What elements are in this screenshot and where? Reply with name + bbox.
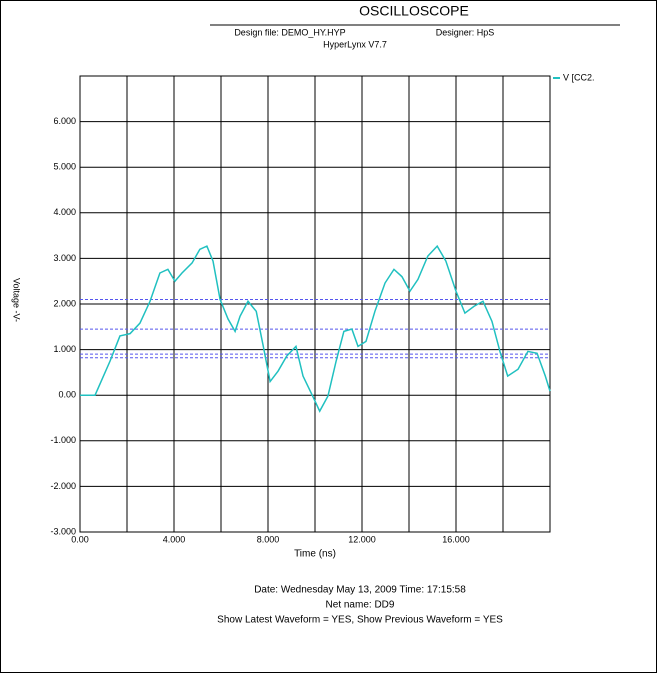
designer: Designer: HpS xyxy=(436,27,495,37)
y-tick-label: -1.000 xyxy=(50,435,76,445)
software: HyperLynx V7.7 xyxy=(323,39,387,49)
y-tick-label: 5.000 xyxy=(53,162,76,172)
chart-title: OSCILLOSCOPE xyxy=(359,3,469,19)
x-tick-label: 0.00 xyxy=(71,534,89,544)
waveform xyxy=(80,244,551,413)
y-tick-label: 6.000 xyxy=(53,116,76,126)
legend-label: V [CC2. xyxy=(563,72,595,82)
x-tick-label: 16.000 xyxy=(442,534,470,544)
footer: Net name: DD9 xyxy=(326,600,395,611)
y-tick-label: 2.000 xyxy=(53,298,76,308)
x-tick-label: 12.000 xyxy=(348,534,376,544)
footer: Show Latest Waveform = YES, Show Previou… xyxy=(217,615,503,626)
design-file: Design file: DEMO_HY.HYP xyxy=(234,27,345,37)
y-tick-label: 3.000 xyxy=(53,253,76,263)
y-tick-label: 0.00 xyxy=(58,390,76,400)
y-tick-label: 4.000 xyxy=(53,207,76,217)
y-tick-label: 1.000 xyxy=(53,344,76,354)
y-tick-label: -3.000 xyxy=(50,526,76,536)
footer: Date: Wednesday May 13, 2009 Time: 17:15… xyxy=(254,585,466,596)
y-axis-label: Voltage -V- xyxy=(12,278,22,322)
x-tick-label: 8.000 xyxy=(257,534,280,544)
x-axis-label: Time (ns) xyxy=(294,549,336,560)
x-tick-label: 4.000 xyxy=(163,534,186,544)
y-tick-label: -2.000 xyxy=(50,481,76,491)
